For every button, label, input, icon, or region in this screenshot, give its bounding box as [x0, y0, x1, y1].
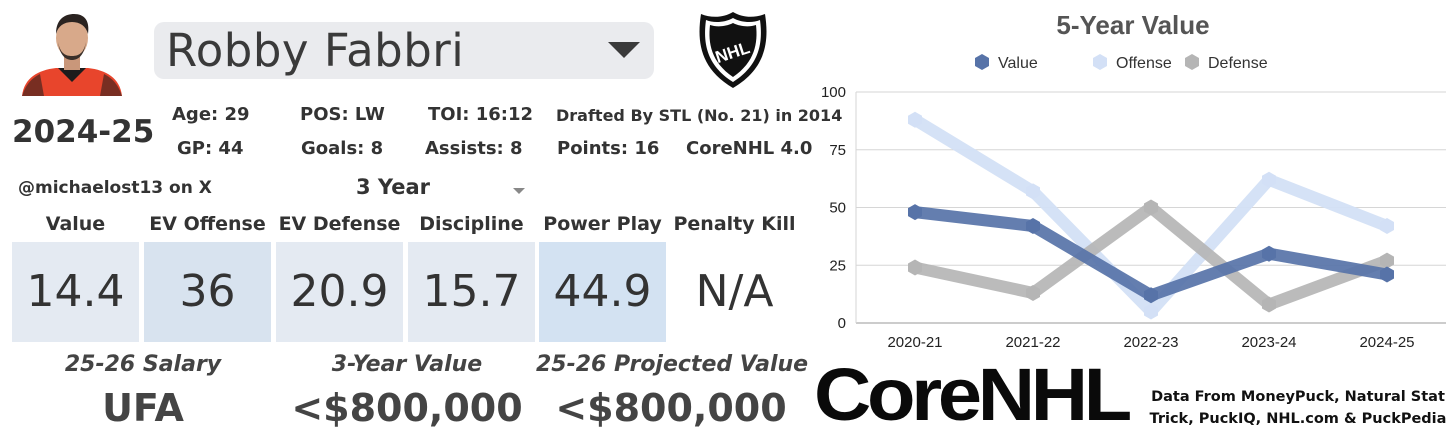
category-value-power-play: 44.9: [539, 242, 666, 342]
category-label-power-play: Power Play: [543, 213, 662, 235]
category-value-value: 14.4: [12, 242, 139, 342]
y-tick-label: 50: [829, 200, 846, 217]
data-point-value: [1262, 245, 1276, 262]
legend-marker-defense: [1185, 54, 1199, 70]
y-tick-label: 25: [829, 257, 846, 274]
category-label-penalty-kill: Penalty Kill: [673, 213, 796, 235]
data-point-offense: [1026, 183, 1040, 200]
category-label-discipline: Discipline: [419, 213, 524, 235]
data-point-defense: [908, 259, 922, 276]
y-tick-label: 0: [838, 315, 846, 332]
season-label: 2024-25: [12, 114, 155, 150]
legend-label-offense: Offense: [1116, 55, 1172, 72]
projected-value: <$800,000: [555, 386, 787, 430]
category-value-ev-offense: 36: [144, 242, 271, 342]
category-label-value: Value: [45, 213, 106, 235]
stat-gp: GP: 44: [177, 138, 244, 159]
three-year-value-label: 3-Year Value: [331, 352, 483, 377]
data-point-defense: [1026, 284, 1040, 301]
data-point-value: [908, 204, 922, 221]
x-tick-label: 2022-23: [1123, 334, 1178, 351]
category-label-ev-offense: EV Offense: [149, 213, 266, 235]
category-value-discipline: 15.7: [408, 242, 535, 342]
stat-age: Age: 29: [172, 104, 250, 125]
data-point-value: [1144, 287, 1158, 304]
salary-value: UFA: [102, 386, 184, 430]
data-point-offense: [1144, 303, 1158, 320]
player-name[interactable]: Robby Fabbri: [166, 24, 465, 77]
x-tick-label: 2021-22: [1005, 334, 1060, 351]
category-label-ev-defense: EV Defense: [278, 213, 401, 235]
three-year-value: <$800,000: [291, 386, 523, 430]
chevron-down-icon[interactable]: [608, 42, 640, 58]
legend-label-value: Value: [998, 55, 1038, 72]
projected-value-label: 25-26 Projected Value: [536, 352, 809, 377]
x-tick-label: 2020-21: [887, 334, 942, 351]
x-tick-label: 2023-24: [1241, 334, 1296, 351]
period-select[interactable]: 3 Year: [356, 175, 430, 199]
category-value-penalty-kill: N/A: [671, 242, 798, 342]
y-tick-label: 100: [821, 84, 846, 101]
stat-points: Points: 16: [557, 138, 660, 159]
stat-assists: Assists: 8: [425, 138, 523, 159]
player-select[interactable]: [154, 22, 654, 79]
stat-toi: TOI: 16:12: [428, 104, 534, 125]
salary-label: 25-26 Salary: [64, 352, 222, 377]
category-value-ev-defense: 20.9: [276, 242, 403, 342]
credits-line-1: Data From MoneyPuck, Natural Stat: [1151, 389, 1445, 405]
data-point-value: [1026, 217, 1040, 234]
data-point-defense: [1144, 199, 1158, 216]
data-point-value: [1380, 266, 1394, 283]
legend-marker-value: [975, 54, 989, 70]
chart-title: 5-Year Value: [1056, 10, 1209, 40]
data-point-offense: [908, 111, 922, 128]
stat-goals: Goals: 8: [301, 138, 384, 159]
data-point-defense: [1262, 296, 1276, 313]
x-tick-label: 2024-25: [1359, 334, 1414, 351]
legend-label-defense: Defense: [1208, 55, 1268, 72]
credits-line-2: Trick, PuckIQ, NHL.com & PuckPedia: [1149, 411, 1447, 427]
data-point-defense: [1380, 252, 1394, 269]
player-headshot: [22, 14, 122, 96]
author-handle: @michaelost13 on X: [18, 178, 212, 198]
stat-corenhl-version: CoreNHL 4.0: [686, 138, 813, 159]
legend-marker-offense: [1093, 54, 1107, 70]
nhl-shield-icon: NHL: [699, 12, 767, 88]
y-tick-label: 75: [829, 142, 846, 159]
data-point-offense: [1262, 171, 1276, 188]
corenhl-logo: CoreNHL: [814, 360, 1132, 428]
five-year-value-chart: 5-Year Value Value Offense Defense 0 25 50 75 10…: [821, 10, 1446, 351]
data-point-offense: [1380, 217, 1394, 234]
stat-pos: POS: LW: [300, 104, 385, 125]
stat-drafted: Drafted By STL (No. 21) in 2014: [556, 106, 843, 125]
corenhl-wordmark: CoreNHL: [814, 360, 1130, 428]
period-chevron-down-icon[interactable]: [513, 188, 525, 194]
data-credits: Data From MoneyPuck, Natural Stat Trick,…: [1148, 386, 1448, 430]
